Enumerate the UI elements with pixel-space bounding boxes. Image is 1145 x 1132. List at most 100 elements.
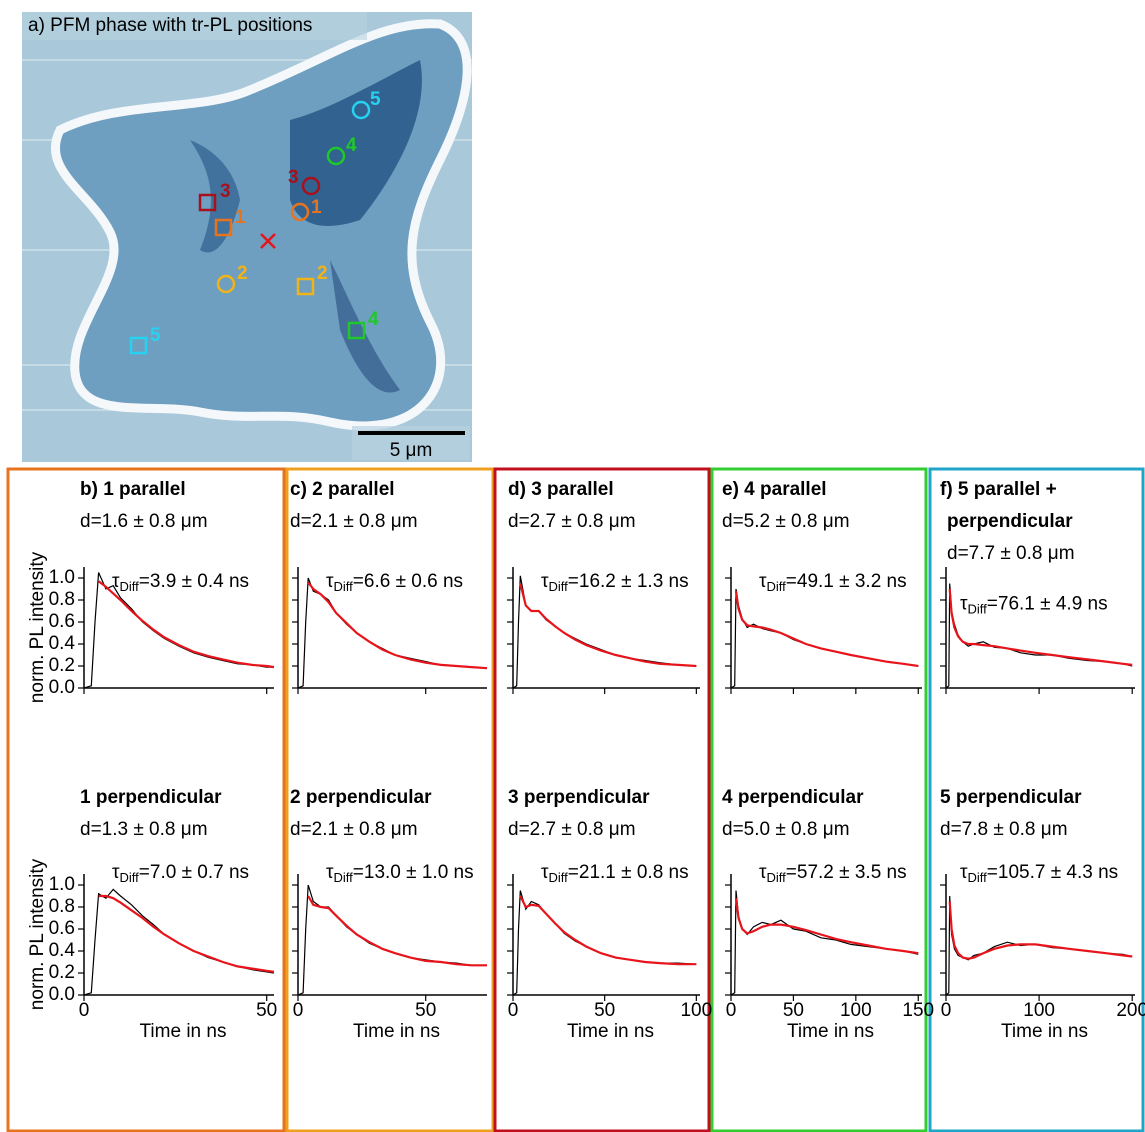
data-line (734, 591, 919, 668)
panel-title: 4 perpendicular (722, 787, 864, 808)
marker (198, 193, 217, 212)
data-line (97, 580, 275, 669)
y-tick-label: 0.8 (49, 589, 75, 610)
y-tick-label: 0.4 (49, 940, 76, 961)
y-tick-label: 0.0 (49, 984, 75, 1005)
annotation: τDiff=105.7 ± 4.3 ns (960, 862, 1118, 885)
panel-title: 3 perpendicular (508, 787, 650, 808)
panel-subtitle: d=5.2 ± 0.8 μm (722, 511, 850, 532)
annotation-sub: Diff (968, 602, 988, 617)
frame (710, 467, 928, 1132)
marker-label: 5 (370, 89, 381, 110)
x-tick-label: 50 (256, 1000, 277, 1021)
y-tick-label: 1.0 (49, 567, 75, 588)
x-tick-label: 0 (508, 1000, 519, 1021)
x-tick-label: 100 (1023, 1000, 1055, 1021)
domain-dark (330, 260, 400, 393)
x-axis-label: Time in ns (787, 1021, 874, 1042)
annotation-symbol: τ (326, 862, 334, 883)
x-tick-label: 0 (726, 1000, 737, 1021)
y-tick-label: 0.6 (49, 918, 75, 939)
data-line (730, 890, 919, 996)
y-axis-label: norm. PL intensity (27, 858, 48, 1010)
scale-label: 5 μm (390, 440, 433, 461)
panel-title: d) 3 parallel (508, 479, 614, 500)
markers (129, 100, 371, 355)
annotation-sub: Diff (334, 579, 354, 594)
x-axis-label: Time in ns (1001, 1021, 1088, 1042)
annotation-text: =21.1 ± 0.8 ns (568, 862, 689, 883)
x-tick-label: 50 (415, 1000, 436, 1021)
marker-labels: 5 4 3 1 2 5 3 1 2 4 (150, 89, 381, 346)
y-tick-label: 0.8 (49, 896, 75, 917)
panel-subtitle: d=5.0 ± 0.8 μm (722, 819, 850, 840)
marker (216, 274, 236, 294)
marker-label: 3 (220, 181, 231, 202)
frame (285, 467, 495, 1132)
marker-label: 1 (311, 197, 322, 218)
data-line (297, 577, 488, 689)
x-tick-label: 100 (680, 1000, 712, 1021)
image-panel: 5 4 3 1 2 5 3 1 2 4 a) PFM phase with tr… (22, 12, 472, 462)
annotation-text: =105.7 ± 4.3 ns (987, 862, 1118, 883)
data-line (948, 901, 1133, 960)
marker-label: 4 (368, 309, 379, 330)
panel-subtitle: d=2.1 ± 0.8 μm (290, 511, 418, 532)
annotation-text: =7.0 ± 0.7 ns (139, 862, 249, 883)
frame (493, 467, 711, 1132)
y-tick-label: 0.4 (49, 633, 76, 654)
marker (296, 277, 315, 296)
panel-title: 1 perpendicular (80, 787, 222, 808)
x-tick-label: 150 (902, 1000, 934, 1021)
annotation: τDiff=6.6 ± 0.6 ns (326, 571, 463, 594)
panel-subtitle: d=1.3 ± 0.8 μm (80, 819, 208, 840)
data-line (512, 890, 697, 996)
panel-subtitle: d=1.6 ± 0.8 μm (80, 511, 208, 532)
annotation-sub: Diff (968, 870, 988, 885)
marker-label: 4 (346, 135, 357, 156)
x-tick-label: 0 (941, 1000, 952, 1021)
y-tick-label: 0.6 (49, 611, 75, 632)
annotation-sub: Diff (549, 870, 569, 885)
data-line (519, 895, 697, 966)
y-tick-label: 0.2 (49, 655, 75, 676)
data-line (734, 898, 919, 955)
marker (301, 176, 321, 196)
annotation-text: =6.6 ± 0.6 ns (353, 571, 463, 592)
annotation-text: =13.0 ± 1.0 ns (353, 862, 474, 883)
domain-dark (290, 60, 422, 226)
x-tick-label: 100 (840, 1000, 872, 1021)
annotation-text: =76.1 ± 4.9 ns (987, 593, 1108, 614)
annotation-symbol: τ (960, 593, 968, 614)
marker-label: 1 (235, 207, 246, 228)
annotation: τDiff=49.1 ± 3.2 ns (759, 571, 907, 594)
frame (928, 467, 1145, 1132)
annotation-sub: Diff (334, 870, 354, 885)
data-line (307, 581, 488, 670)
x-axis-label: Time in ns (140, 1021, 227, 1042)
image-title: a) PFM phase with tr-PL positions (28, 15, 312, 36)
y-axis-label: norm. PL intensity (27, 551, 48, 703)
data-line (730, 588, 919, 689)
y-tick-label: 0.2 (49, 962, 75, 983)
data-line (948, 588, 1133, 666)
panel-subtitle: d=7.8 ± 0.8 μm (940, 819, 1068, 840)
marker-label: 2 (317, 263, 328, 284)
annotation: τDiff=16.2 ± 1.3 ns (541, 571, 689, 594)
title-backdrop (22, 12, 367, 40)
annotation-sub: Diff (120, 870, 140, 885)
panel-subtitle: d=7.7 ± 0.8 μm (947, 543, 1075, 564)
annotation-symbol: τ (326, 571, 334, 592)
data-line (512, 575, 697, 689)
panel-title: 2 perpendicular (290, 787, 432, 808)
marker (129, 336, 148, 355)
annotation-symbol: τ (960, 862, 968, 883)
x-tick-label: 50 (783, 1000, 804, 1021)
marker (290, 202, 310, 222)
annotation: τDiff=21.1 ± 0.8 ns (541, 862, 689, 885)
marker (214, 218, 233, 237)
marker (347, 321, 366, 340)
marker (351, 100, 371, 120)
